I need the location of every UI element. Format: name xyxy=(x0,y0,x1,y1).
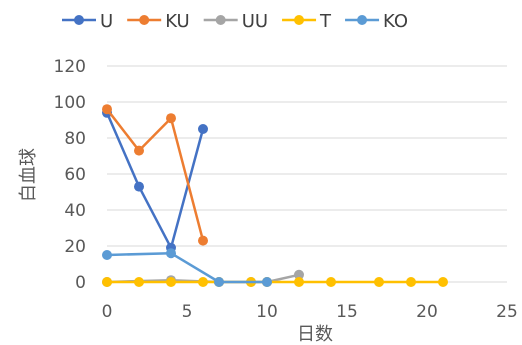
data-point-KU xyxy=(198,235,208,246)
legend-marker xyxy=(215,15,226,25)
gridlines xyxy=(107,65,507,247)
y-tick-label: 0 xyxy=(75,273,86,293)
data-point-T xyxy=(406,277,416,287)
legend-marker xyxy=(294,15,305,25)
series-KU xyxy=(102,104,208,246)
data-point-T xyxy=(198,277,208,287)
x-axis-title: 日数 xyxy=(297,324,333,345)
data-point-U xyxy=(198,124,208,134)
y-tick-label: 80 xyxy=(64,129,86,149)
data-point-T xyxy=(134,277,144,287)
tick-labels: 0 20 40 60 80 100 120 0 5 10 15 20 25 xyxy=(54,57,518,322)
data-point-T xyxy=(438,277,448,287)
legend-item-UU: UU xyxy=(203,11,268,32)
y-tick-label: 120 xyxy=(54,57,86,77)
y-tick-label: 100 xyxy=(54,93,86,113)
y-tick-label: 60 xyxy=(64,165,86,185)
data-point-KU xyxy=(134,145,144,156)
data-point-KO xyxy=(262,277,272,287)
data-point-KU xyxy=(102,104,112,115)
legend-label: KU xyxy=(165,11,190,32)
legend-label: UU xyxy=(242,11,268,32)
legend-marker xyxy=(74,15,84,25)
x-tick-label: 5 xyxy=(182,302,193,322)
x-tick-label: 25 xyxy=(496,302,518,322)
series-layer xyxy=(102,104,448,287)
x-tick-label: 15 xyxy=(336,302,358,322)
legend-label: T xyxy=(319,11,332,32)
y-axis-title: 白血球 xyxy=(18,148,39,202)
legend-marker xyxy=(357,15,368,25)
data-point-T xyxy=(374,277,384,287)
legend-label: U xyxy=(100,11,113,32)
series-line-KO xyxy=(106,251,267,284)
legend: U KU UU T KO xyxy=(62,11,408,32)
y-tick-label: 20 xyxy=(64,237,86,257)
data-point-T xyxy=(326,277,336,287)
data-point-UU xyxy=(294,269,304,280)
data-point-T xyxy=(166,277,176,287)
series-KO xyxy=(102,248,272,287)
legend-item-KU: KU xyxy=(127,11,190,32)
series-T xyxy=(102,277,448,287)
legend-item-U: U xyxy=(62,11,113,32)
data-point-T xyxy=(102,277,112,287)
x-tick-label: 20 xyxy=(416,302,438,322)
legend-marker xyxy=(139,15,150,25)
legend-item-KO: KO xyxy=(345,11,408,32)
y-tick-label: 40 xyxy=(64,201,86,221)
series-line-U xyxy=(105,112,205,250)
data-point-KO xyxy=(214,277,224,287)
series-U xyxy=(102,107,208,253)
data-point-KO xyxy=(166,248,176,259)
data-point-U xyxy=(134,181,144,192)
series-line-KU xyxy=(106,108,205,241)
data-point-KU xyxy=(166,113,176,124)
data-point-KO xyxy=(102,250,112,260)
x-tick-label: 0 xyxy=(102,302,113,322)
legend-item-T: T xyxy=(282,11,332,32)
legend-label: KO xyxy=(383,11,408,32)
data-point-T xyxy=(294,277,304,287)
x-tick-label: 10 xyxy=(256,302,278,322)
